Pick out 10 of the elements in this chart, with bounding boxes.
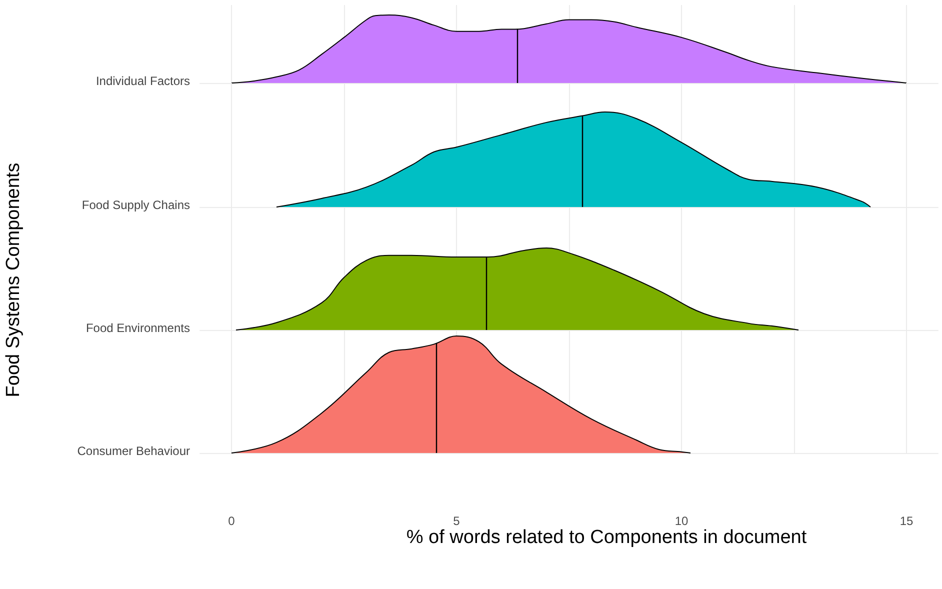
x-tick-label: 0 [228, 514, 236, 528]
text: Individual Factors [96, 74, 190, 88]
text: Food Environments [86, 321, 190, 335]
x-tick-label: 15 [900, 514, 914, 528]
text: Food Supply Chains [82, 198, 190, 212]
x-tick-label: 5 [453, 514, 460, 528]
y-axis-title: Food Systems Components [3, 162, 25, 398]
text: Consumer Behaviour [77, 444, 190, 458]
x-tick-label: 10 [674, 514, 688, 528]
x-axis-title: % of words related to Components in document [406, 526, 808, 548]
